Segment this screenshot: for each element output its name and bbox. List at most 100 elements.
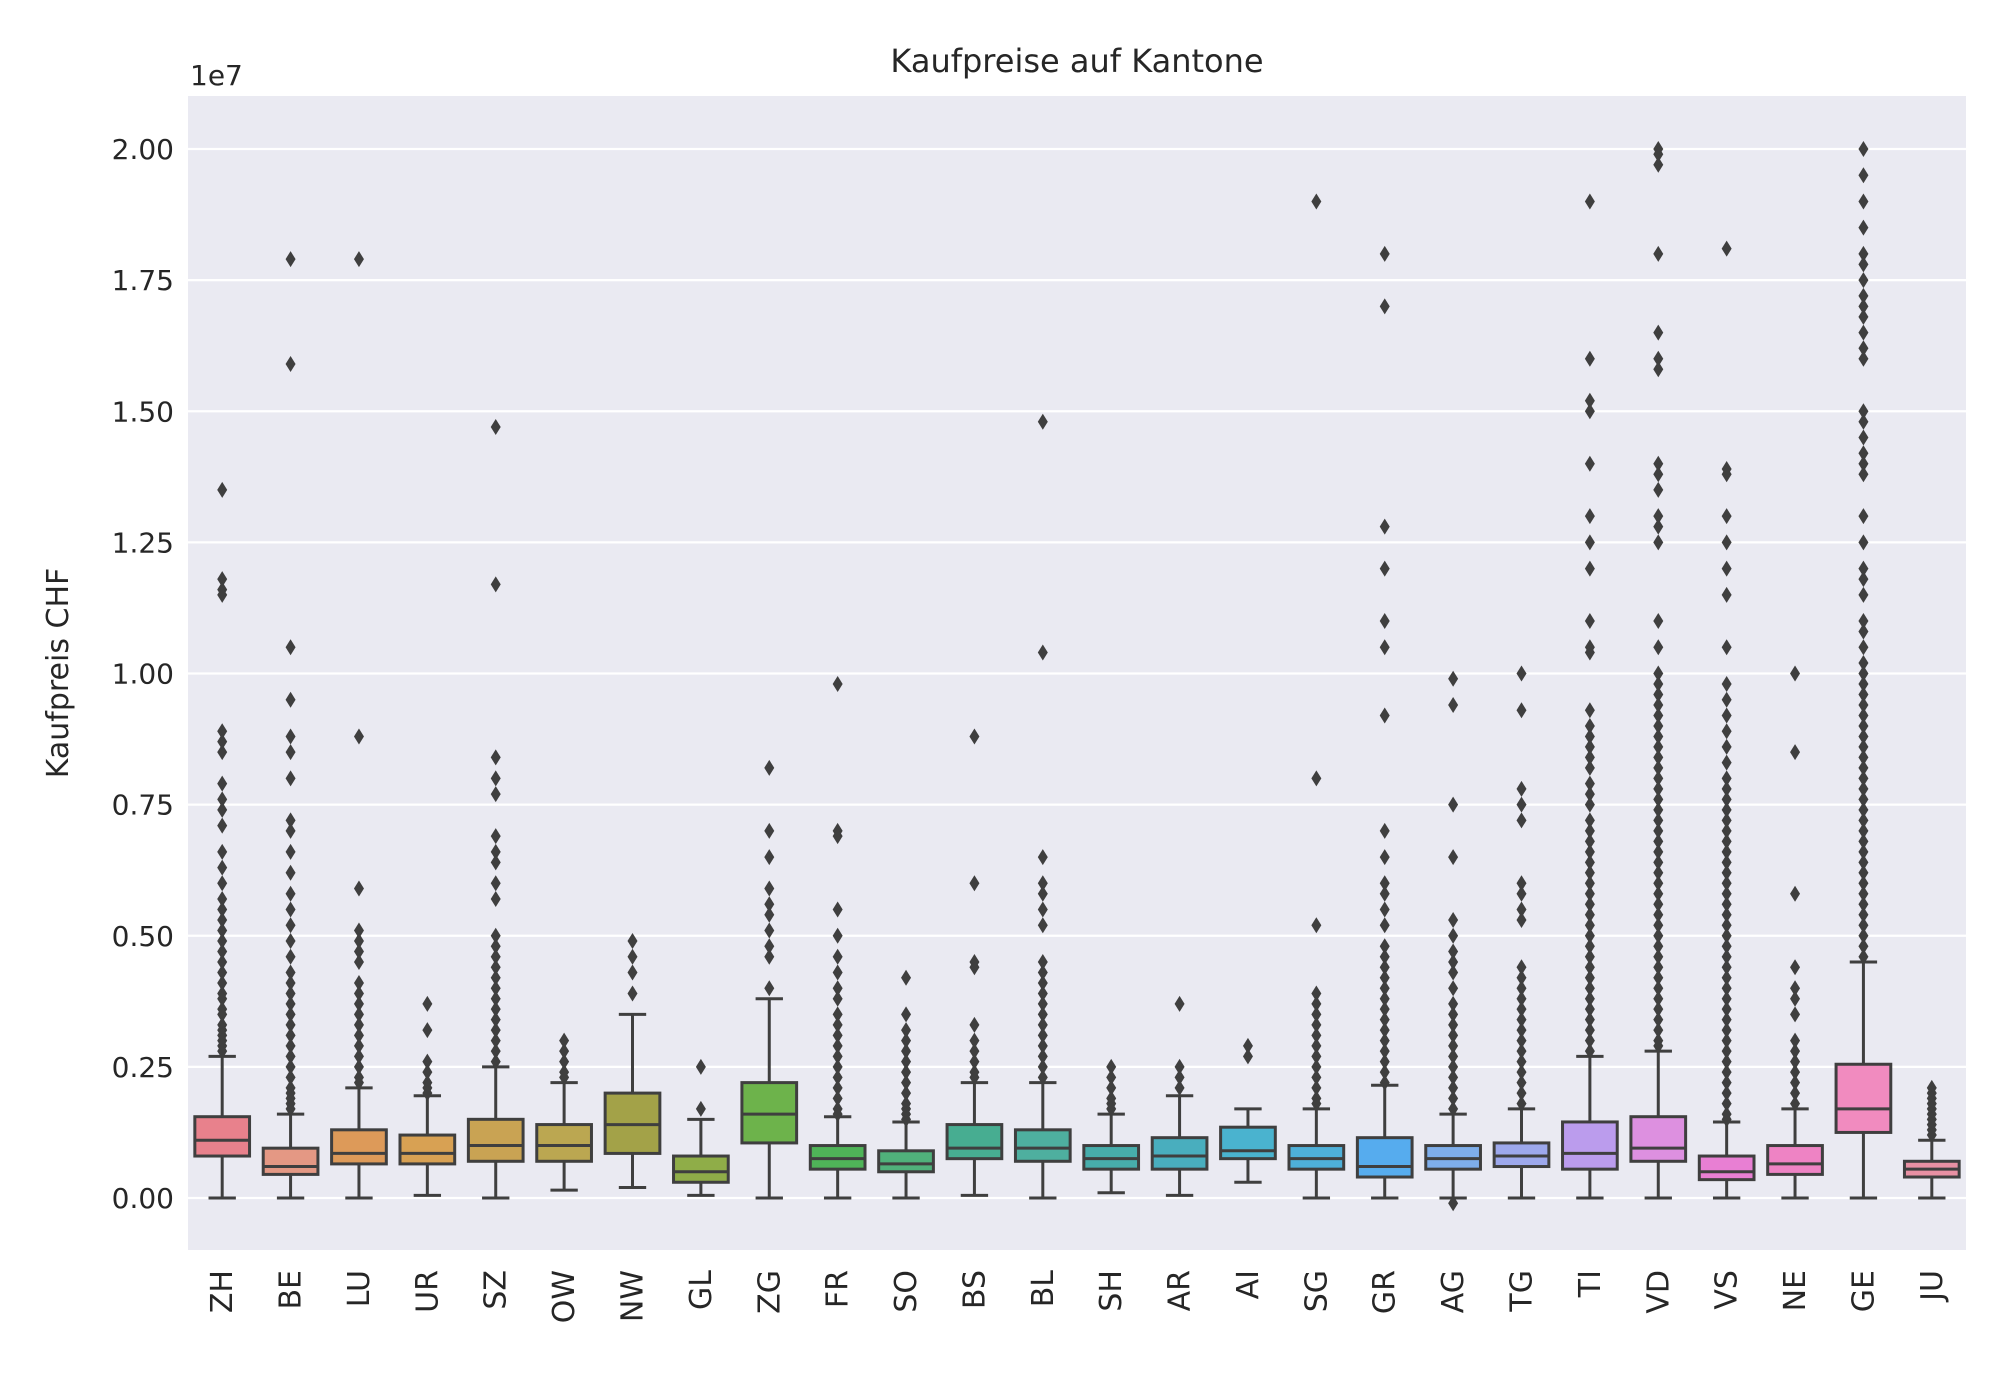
y-tick-label: 1.00 — [112, 658, 174, 691]
outlier-point — [1584, 1001, 1595, 1018]
outlier-point — [1584, 1032, 1595, 1049]
outlier-point — [1790, 1064, 1801, 1081]
outlier-point — [353, 1037, 364, 1054]
outlier-point — [1584, 560, 1595, 577]
outlier-point — [969, 728, 980, 745]
outlier-point — [1584, 350, 1595, 367]
x-tick-label-UR: UR — [410, 1270, 445, 1313]
outlier-point — [1516, 959, 1527, 976]
outlier-point — [969, 1043, 980, 1060]
outlier-point — [1721, 1074, 1732, 1091]
outlier-point — [490, 786, 501, 803]
iqr-box — [330, 1128, 388, 1166]
iqr-box — [877, 1149, 935, 1174]
outlier-point — [1037, 917, 1048, 934]
outlier-point — [1653, 791, 1664, 808]
outlier-point — [1653, 696, 1664, 713]
outlier-point — [1037, 1027, 1048, 1044]
outlier-point — [285, 639, 296, 656]
outlier-point — [1584, 775, 1595, 792]
outlier-point — [1653, 959, 1664, 976]
outlier-point — [1379, 822, 1390, 839]
outlier-point — [1858, 256, 1869, 273]
outlier-point — [1311, 1006, 1322, 1023]
outlier-point — [1037, 885, 1048, 902]
outlier-point — [764, 906, 775, 923]
outlier-point — [1584, 738, 1595, 755]
box-BS — [945, 728, 1004, 1197]
outlier-point — [627, 948, 638, 965]
outlier-point — [1858, 193, 1869, 210]
outlier-point — [764, 896, 775, 913]
outlier-point — [1379, 639, 1390, 656]
outlier-point — [1106, 1079, 1117, 1096]
outlier-point — [1584, 822, 1595, 839]
outlier-point — [832, 1016, 843, 1033]
outlier-point — [353, 974, 364, 991]
x-tick-label-VS: VS — [1710, 1270, 1745, 1310]
y-tick-label: 1.75 — [112, 264, 174, 297]
outlier-point — [1653, 455, 1664, 472]
outlier-point — [490, 1001, 501, 1018]
outlier-point — [627, 932, 638, 949]
outlier-point — [217, 481, 228, 498]
outlier-point — [422, 1085, 433, 1102]
outlier-point — [1516, 1085, 1527, 1102]
outlier-point — [353, 943, 364, 960]
outlier-point — [1448, 927, 1459, 944]
x-tick-label-AI: AI — [1231, 1270, 1266, 1299]
box-OW — [535, 1032, 593, 1192]
outlier-point — [1858, 896, 1869, 913]
outlier-point — [1653, 361, 1664, 378]
box-GE — [1834, 141, 1893, 1200]
outlier-point — [1584, 854, 1595, 871]
outlier-point — [832, 948, 843, 965]
outlier-point — [1448, 1195, 1459, 1212]
outlier-point — [1721, 948, 1732, 965]
outlier-point — [901, 1006, 912, 1023]
outlier-point — [1858, 686, 1869, 703]
outlier-point — [217, 922, 228, 939]
outlier-point — [353, 932, 364, 949]
outlier-point — [1653, 812, 1664, 829]
outlier-point — [1448, 696, 1459, 713]
outlier-point — [1516, 875, 1527, 892]
outlier-point — [1790, 665, 1801, 682]
outlier-point — [1858, 906, 1869, 923]
outlier-point — [1721, 639, 1732, 656]
iqr-box — [672, 1154, 730, 1184]
outlier-point — [1311, 985, 1322, 1002]
outlier-point — [764, 980, 775, 997]
outlier-point — [1721, 1085, 1732, 1102]
outlier-point — [353, 985, 364, 1002]
outlier-point — [1037, 1037, 1048, 1054]
outlier-point — [1037, 985, 1048, 1002]
box-GL — [672, 1058, 730, 1197]
iqr-box — [1766, 1144, 1824, 1176]
outlier-point — [490, 875, 501, 892]
iqr-box — [466, 1117, 525, 1163]
outlier-point — [1721, 691, 1732, 708]
outlier-point — [1584, 1022, 1595, 1039]
outlier-point — [1584, 392, 1595, 409]
outlier-point — [764, 948, 775, 965]
outlier-point — [285, 691, 296, 708]
outlier-point — [1379, 917, 1390, 934]
outlier-point — [901, 1111, 912, 1128]
outlier-point — [1448, 1058, 1459, 1075]
outlier-point — [1721, 1001, 1732, 1018]
outlier-point — [1311, 1048, 1322, 1065]
outlier-point — [1653, 990, 1664, 1007]
outlier-point — [1790, 1006, 1801, 1023]
outlier-point — [969, 1016, 980, 1033]
outlier-point — [1653, 854, 1664, 871]
outlier-point — [1721, 864, 1732, 881]
outlier-point — [1653, 749, 1664, 766]
outlier-point — [1653, 980, 1664, 997]
outlier-point — [1721, 812, 1732, 829]
outlier-point — [422, 1022, 433, 1039]
outlier-point — [1858, 864, 1869, 881]
box-NE — [1766, 665, 1824, 1200]
outlier-point — [1653, 466, 1664, 483]
